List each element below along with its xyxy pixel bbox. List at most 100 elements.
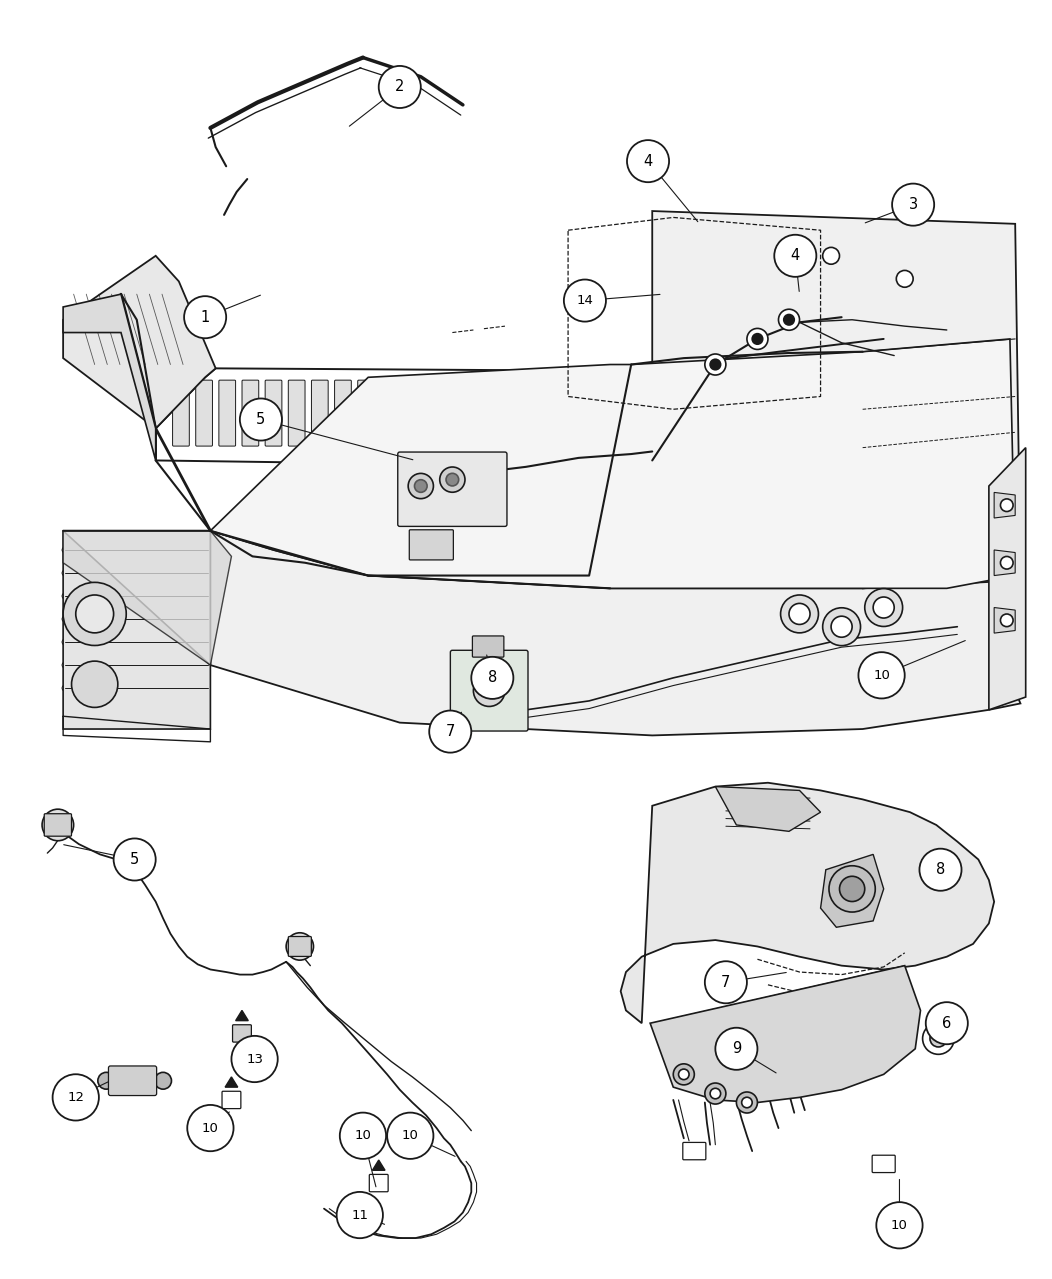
FancyBboxPatch shape xyxy=(450,650,528,732)
FancyBboxPatch shape xyxy=(288,380,305,446)
Polygon shape xyxy=(63,531,231,665)
FancyBboxPatch shape xyxy=(242,380,259,446)
Polygon shape xyxy=(210,531,1020,735)
Circle shape xyxy=(774,235,816,276)
Circle shape xyxy=(337,1192,383,1238)
Circle shape xyxy=(823,247,839,265)
Circle shape xyxy=(876,1202,923,1248)
FancyBboxPatch shape xyxy=(108,1065,157,1096)
FancyBboxPatch shape xyxy=(520,380,537,446)
Text: 5: 5 xyxy=(257,412,265,427)
Circle shape xyxy=(98,1072,115,1090)
Polygon shape xyxy=(715,787,821,831)
Circle shape xyxy=(187,1105,234,1151)
FancyBboxPatch shape xyxy=(232,1024,251,1042)
Circle shape xyxy=(715,1028,757,1069)
Polygon shape xyxy=(994,492,1015,518)
Text: 10: 10 xyxy=(355,1129,371,1142)
Text: 9: 9 xyxy=(732,1041,741,1056)
Circle shape xyxy=(340,1113,386,1159)
Circle shape xyxy=(839,876,865,902)
FancyBboxPatch shape xyxy=(265,380,282,446)
Text: 7: 7 xyxy=(446,724,454,739)
Circle shape xyxy=(747,329,768,349)
Polygon shape xyxy=(210,339,1015,588)
Polygon shape xyxy=(994,608,1015,633)
Circle shape xyxy=(781,595,818,633)
Circle shape xyxy=(63,582,126,646)
Circle shape xyxy=(705,962,747,1003)
FancyBboxPatch shape xyxy=(450,380,467,446)
Circle shape xyxy=(414,480,427,492)
Circle shape xyxy=(471,657,513,698)
Circle shape xyxy=(240,399,282,440)
Text: 10: 10 xyxy=(202,1122,219,1134)
FancyBboxPatch shape xyxy=(219,380,236,446)
Circle shape xyxy=(231,1036,278,1082)
Text: 8: 8 xyxy=(488,670,497,686)
Circle shape xyxy=(710,1088,721,1099)
Text: 1: 1 xyxy=(201,310,209,325)
FancyBboxPatch shape xyxy=(335,380,351,446)
FancyBboxPatch shape xyxy=(44,813,72,836)
Polygon shape xyxy=(225,1077,238,1087)
FancyBboxPatch shape xyxy=(497,380,513,446)
FancyBboxPatch shape xyxy=(427,380,444,446)
Polygon shape xyxy=(621,783,994,1023)
Text: 10: 10 xyxy=(873,669,890,682)
Polygon shape xyxy=(63,294,156,460)
Text: 11: 11 xyxy=(351,1209,368,1221)
Circle shape xyxy=(926,1003,968,1044)
Text: 7: 7 xyxy=(722,975,730,990)
Circle shape xyxy=(752,334,763,344)
Circle shape xyxy=(440,467,465,492)
Circle shape xyxy=(1000,499,1013,512)
FancyBboxPatch shape xyxy=(398,451,507,527)
Circle shape xyxy=(446,473,459,486)
Circle shape xyxy=(627,141,669,182)
Polygon shape xyxy=(652,211,1020,588)
Circle shape xyxy=(408,473,433,499)
Circle shape xyxy=(429,711,471,752)
Circle shape xyxy=(387,1113,433,1159)
Circle shape xyxy=(114,839,156,880)
Circle shape xyxy=(76,595,114,633)
FancyBboxPatch shape xyxy=(543,380,560,446)
Text: 10: 10 xyxy=(402,1129,419,1142)
FancyBboxPatch shape xyxy=(196,380,213,446)
Polygon shape xyxy=(650,966,920,1102)
Circle shape xyxy=(705,354,726,375)
Text: 2: 2 xyxy=(396,79,404,95)
Circle shape xyxy=(53,1074,99,1120)
FancyBboxPatch shape xyxy=(369,1174,388,1192)
Circle shape xyxy=(679,1069,689,1079)
Polygon shape xyxy=(63,531,210,729)
Circle shape xyxy=(784,315,794,325)
Circle shape xyxy=(155,1072,171,1090)
Text: 12: 12 xyxy=(67,1091,84,1104)
FancyBboxPatch shape xyxy=(683,1142,706,1160)
Polygon shape xyxy=(994,550,1015,576)
Polygon shape xyxy=(821,854,884,927)
FancyBboxPatch shape xyxy=(358,380,375,446)
Circle shape xyxy=(778,310,800,330)
Circle shape xyxy=(742,1097,752,1108)
Circle shape xyxy=(919,849,962,890)
Circle shape xyxy=(473,675,505,706)
FancyBboxPatch shape xyxy=(566,380,583,446)
FancyBboxPatch shape xyxy=(381,380,398,446)
Circle shape xyxy=(930,1030,947,1048)
Text: 14: 14 xyxy=(576,294,593,307)
Circle shape xyxy=(923,1023,954,1054)
Text: 8: 8 xyxy=(936,862,945,877)
Polygon shape xyxy=(236,1010,248,1021)
Circle shape xyxy=(564,280,606,321)
Circle shape xyxy=(896,270,913,288)
FancyBboxPatch shape xyxy=(288,936,311,957)
Text: 6: 6 xyxy=(943,1016,951,1031)
Circle shape xyxy=(858,652,905,698)
Circle shape xyxy=(736,1092,757,1113)
Circle shape xyxy=(1000,556,1013,569)
FancyBboxPatch shape xyxy=(409,530,453,560)
Circle shape xyxy=(829,866,875,912)
